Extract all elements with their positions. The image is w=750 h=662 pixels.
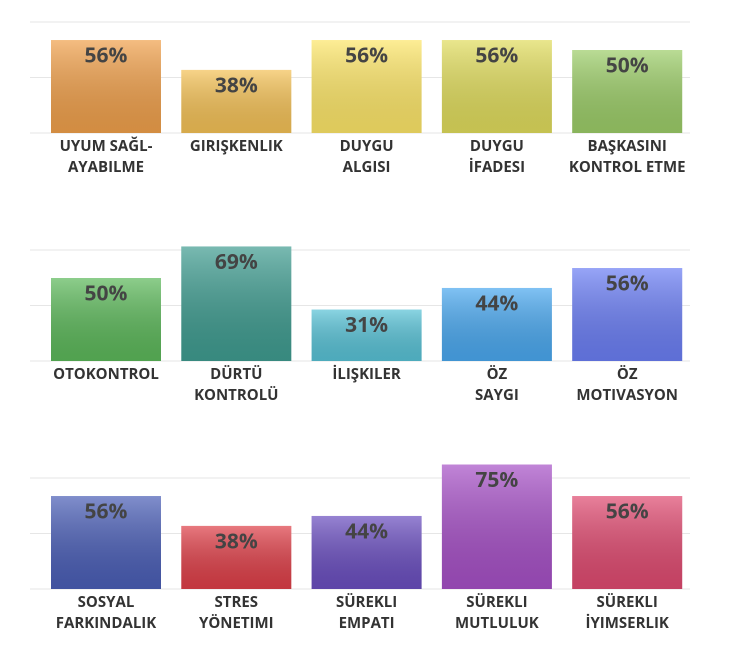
bar-shade — [181, 69, 292, 133]
x-tick-label: MOTIVASYON — [576, 385, 678, 405]
value-label: 50% — [85, 280, 128, 308]
x-tick-label: AYABILME — [68, 157, 144, 177]
value-label: 56% — [475, 42, 518, 70]
bar-shade — [51, 40, 161, 133]
value-label: 44% — [345, 518, 388, 546]
x-tick-label: YÖNETIMI — [199, 613, 274, 633]
bar-shade — [181, 525, 292, 589]
x-tick-label: STRES — [215, 592, 259, 612]
value-label: 56% — [606, 498, 649, 526]
bar-shade — [181, 246, 292, 361]
x-tick-label: DUYGU — [470, 136, 524, 156]
bar-shade — [311, 515, 422, 589]
x-tick-label: FARKINDALIK — [56, 613, 156, 633]
value-label: 56% — [345, 42, 388, 70]
bar-shade — [311, 40, 422, 133]
value-label: 44% — [475, 290, 518, 318]
value-label: 50% — [606, 52, 649, 80]
x-tick-label: İLIŞKILER — [332, 364, 400, 384]
x-tick-label: BAŞKASINI — [588, 136, 667, 156]
x-tick-label: ALGISI — [343, 157, 391, 177]
bar-shade — [572, 496, 683, 589]
x-tick-label: ÖZ — [617, 364, 638, 384]
x-tick-label: MUTLULUK — [455, 613, 539, 633]
value-label: 75% — [475, 466, 518, 494]
bar-shade — [441, 464, 552, 589]
x-tick-label: SOSYAL — [78, 592, 135, 612]
bar-shade — [572, 268, 683, 361]
bar-shade — [311, 309, 422, 361]
x-tick-label: İFADESI — [469, 157, 525, 177]
x-tick-label: DÜRTÜ — [210, 364, 262, 384]
x-tick-label: KONTROLÜ — [194, 385, 278, 405]
value-label: 38% — [215, 528, 258, 556]
bar-shade — [572, 50, 683, 133]
x-tick-label: DUYGU — [340, 136, 394, 156]
x-tick-label: ÖZ — [487, 364, 508, 384]
bar-shade — [51, 278, 161, 361]
x-tick-label: EMPATI — [339, 613, 395, 633]
x-tick-label: SÜREKLI — [336, 592, 397, 612]
value-label: 56% — [85, 42, 128, 70]
x-tick-label: SÜREKLI — [466, 592, 527, 612]
x-tick-label: SÜREKLI — [597, 592, 658, 612]
x-tick-label: UYUM SAĞL- — [60, 136, 153, 156]
x-tick-label: OTOKONTROL — [53, 364, 159, 384]
value-label: 31% — [345, 311, 388, 339]
x-tick-label: KONTROL ETME — [569, 157, 686, 177]
value-label: 38% — [215, 72, 258, 100]
x-tick-label: SAYGI — [475, 385, 519, 405]
value-label: 56% — [606, 270, 649, 298]
x-tick-label: İYIMSERLIK — [585, 613, 668, 633]
value-label: 69% — [215, 248, 258, 276]
bar-shade — [441, 40, 552, 133]
bar-shade — [441, 287, 552, 361]
bar-shade — [51, 496, 161, 589]
value-label: 56% — [85, 498, 128, 526]
x-tick-label: GIRIŞKENLIK — [190, 136, 283, 156]
